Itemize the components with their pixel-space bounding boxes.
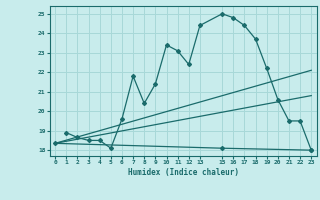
X-axis label: Humidex (Indice chaleur): Humidex (Indice chaleur) [128, 168, 239, 177]
